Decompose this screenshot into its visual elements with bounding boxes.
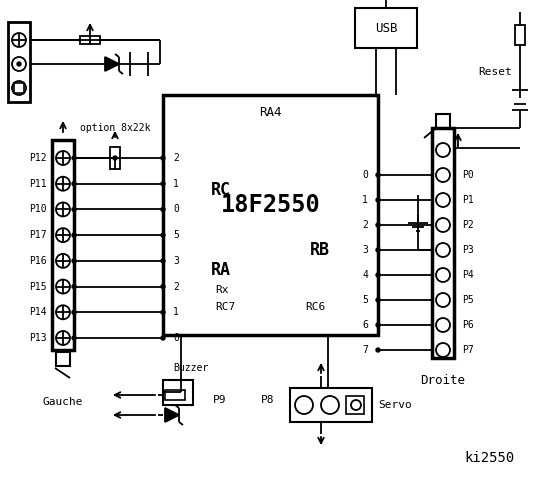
Text: option 8x22k: option 8x22k [80,123,150,133]
Text: P9: P9 [213,395,227,405]
Text: 1: 1 [362,195,368,205]
Bar [8,22,30,102]
Bar [163,380,193,405]
Text: P17: P17 [29,230,47,240]
Text: 2: 2 [173,282,179,291]
Text: P4: P4 [462,270,474,280]
Text: P1: P1 [462,195,474,205]
Text: 6: 6 [362,320,368,330]
Bar [165,390,185,400]
Circle shape [161,233,165,237]
Text: 1: 1 [173,307,179,317]
Bar [163,95,378,335]
Circle shape [161,285,165,288]
Text: RC6: RC6 [306,302,326,312]
Circle shape [376,223,380,227]
Circle shape [72,233,76,237]
Text: USB: USB [375,22,397,35]
Circle shape [72,207,76,211]
Text: P8: P8 [261,395,275,405]
Text: Rx: Rx [215,285,228,295]
Text: 1: 1 [173,179,179,189]
Circle shape [161,310,165,314]
Circle shape [376,298,380,302]
Text: 18F2550: 18F2550 [221,193,320,217]
Circle shape [113,156,117,160]
Text: P5: P5 [462,295,474,305]
Text: P12: P12 [29,153,47,163]
Circle shape [376,273,380,277]
Bar [436,114,450,128]
Bar [14,83,24,93]
Bar [355,8,417,48]
Circle shape [72,156,76,160]
Bar [515,25,525,45]
Text: 5: 5 [173,230,179,240]
Text: P16: P16 [29,256,47,266]
Text: 2: 2 [173,153,179,163]
Text: P11: P11 [29,179,47,189]
Text: Reset: Reset [478,67,512,77]
Text: 3: 3 [173,256,179,266]
Circle shape [376,198,380,202]
Text: P7: P7 [462,345,474,355]
Text: P2: P2 [462,220,474,230]
Text: P6: P6 [462,320,474,330]
Bar [346,396,364,414]
Bar [56,352,70,366]
Bar [290,388,372,422]
Text: P14: P14 [29,307,47,317]
Circle shape [161,207,165,211]
Circle shape [161,336,165,340]
Circle shape [72,310,76,314]
Text: RA: RA [211,261,231,279]
Circle shape [376,173,380,177]
Text: P15: P15 [29,282,47,291]
Text: Servo: Servo [378,400,412,410]
Circle shape [72,285,76,288]
Circle shape [161,259,165,263]
Text: 0: 0 [362,170,368,180]
Circle shape [72,259,76,263]
Circle shape [376,348,380,352]
Circle shape [161,156,165,160]
Polygon shape [165,408,179,422]
Bar [80,36,100,44]
Text: P3: P3 [462,245,474,255]
Circle shape [376,323,380,327]
Circle shape [161,182,165,186]
Text: ki2550: ki2550 [465,451,515,465]
Text: P10: P10 [29,204,47,215]
Text: P13: P13 [29,333,47,343]
Polygon shape [105,57,119,71]
Circle shape [17,62,21,66]
Circle shape [376,248,380,252]
Text: RC: RC [211,181,231,199]
Bar [432,128,454,358]
Bar [110,147,120,169]
Text: Buzzer: Buzzer [173,363,208,373]
Text: Droite: Droite [420,373,466,386]
Text: 3: 3 [362,245,368,255]
Circle shape [72,336,76,340]
Bar [52,140,74,350]
Text: 5: 5 [362,295,368,305]
Circle shape [72,182,76,186]
Text: RA4: RA4 [259,107,281,120]
Text: 0: 0 [173,204,179,215]
Text: RB: RB [310,241,330,259]
Text: 2: 2 [362,220,368,230]
Text: Gauche: Gauche [43,397,84,407]
Text: 0: 0 [173,333,179,343]
Text: RC7: RC7 [215,302,235,312]
Text: 4: 4 [362,270,368,280]
Text: P0: P0 [462,170,474,180]
Text: 7: 7 [362,345,368,355]
